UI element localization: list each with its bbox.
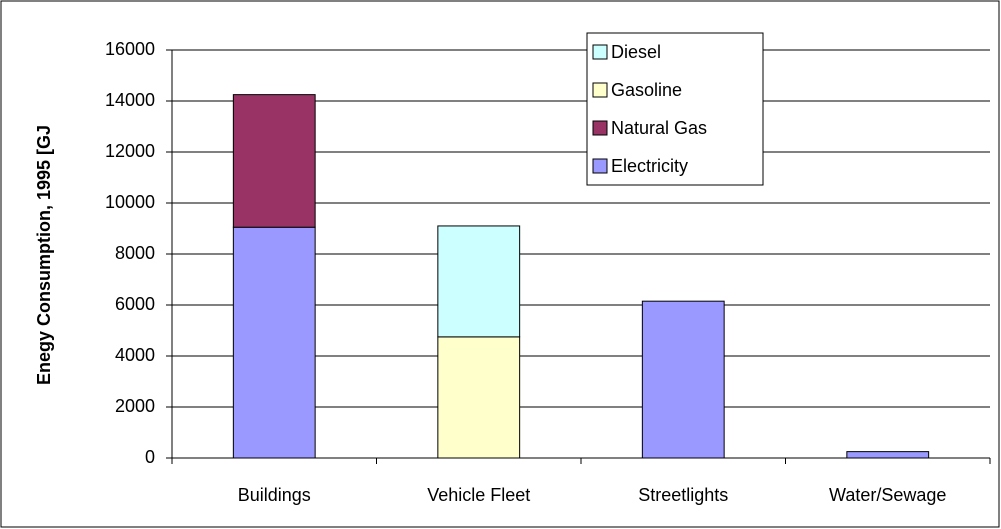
x-tick-label: Vehicle Fleet [427, 485, 530, 505]
legend-swatch [592, 82, 608, 98]
x-tick-label: Water/Sewage [829, 485, 946, 505]
legend-swatch [592, 158, 608, 174]
x-tick-label: Streetlights [638, 485, 728, 505]
bar-segment [437, 336, 521, 459]
legend-swatch [592, 120, 608, 136]
legend-label: Gasoline [611, 80, 682, 100]
y-tick-label: 8000 [115, 243, 155, 263]
bar-segment [232, 226, 316, 459]
bar-segment [846, 451, 930, 459]
y-tick-label: 2000 [115, 396, 155, 416]
legend-swatch [592, 44, 608, 60]
y-axis-title: Enegy Consumption, 1995 [GJ [34, 125, 54, 385]
y-tick-label: 12000 [105, 141, 155, 161]
legend-label: Natural Gas [611, 118, 707, 138]
y-tick-label: 10000 [105, 192, 155, 212]
legend-label: Electricity [611, 156, 688, 176]
legend-label: Diesel [611, 42, 661, 62]
x-tick-label: Buildings [238, 485, 311, 505]
y-tick-label: 4000 [115, 345, 155, 365]
bar-segment [641, 300, 725, 459]
legend-box [586, 32, 764, 186]
y-tick-label: 16000 [105, 39, 155, 59]
y-tick-label: 0 [145, 447, 155, 467]
y-tick-label: 6000 [115, 294, 155, 314]
bar-segment [437, 225, 521, 338]
bar-segment [232, 94, 316, 228]
y-tick-label: 14000 [105, 90, 155, 110]
